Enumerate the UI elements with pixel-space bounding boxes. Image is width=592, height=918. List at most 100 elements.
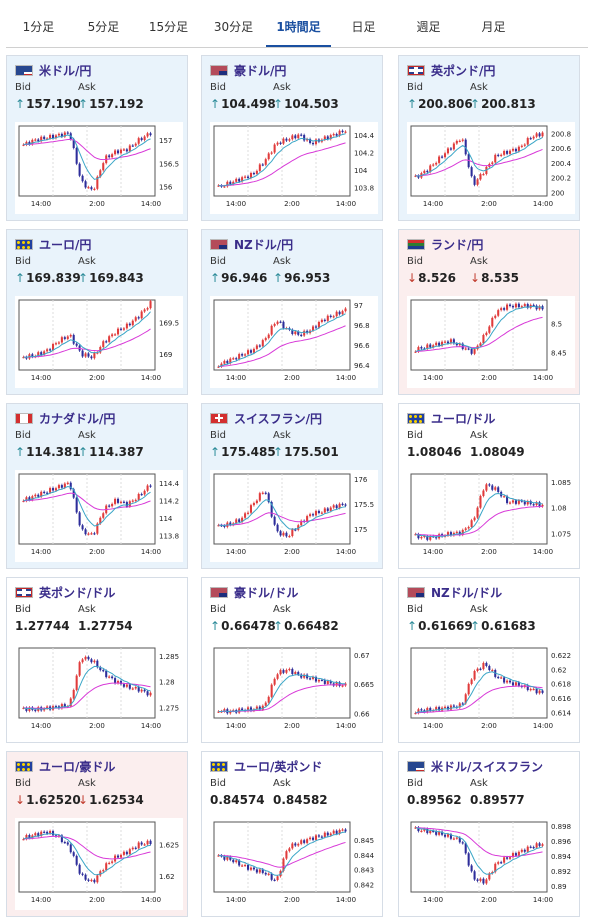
candle	[246, 864, 250, 870]
ask-number: 0.89577	[470, 793, 525, 807]
candle	[449, 834, 452, 839]
candle	[303, 330, 306, 336]
pair-name[interactable]: スイスフラン/円	[234, 411, 323, 426]
mini-chart[interactable]: 97 96.8 96.6 96.4 14:00 2:00 14:00	[210, 296, 378, 388]
pair-name[interactable]: 豪ドル/ドル	[234, 585, 299, 600]
tab-5[interactable]: 日足	[351, 20, 376, 34]
candle	[46, 138, 49, 140]
candle	[75, 855, 78, 865]
candle	[235, 178, 238, 182]
candle	[131, 847, 134, 850]
candle	[429, 165, 432, 173]
rate-card[interactable]: ユーロ/豪ドル Bid ↓1.62520 Ask ↓1.62534 1.625 1.62 14…	[6, 751, 188, 917]
mini-chart[interactable]: 1.625 1.62 14:00 2:00 14:00	[15, 818, 183, 910]
mini-chart[interactable]: 176 175.5 175 14:00 2:00 14:00	[210, 470, 378, 562]
tab-3[interactable]: 30分足	[213, 20, 254, 34]
rate-card[interactable]: 英ポンド/円 Bid ↑200.806 Ask ↑200.813 200.8 200.6 20…	[398, 55, 580, 221]
rate-card[interactable]: スイスフラン/円 Bid ↑175.485 Ask ↑175.501 176 175.5 17…	[201, 403, 383, 569]
mini-chart[interactable]: 1.285 1.28 1.275 14:00 2:00 14:00	[15, 644, 183, 736]
pair-name[interactable]: NZドル/円	[234, 237, 294, 252]
candle	[414, 534, 417, 536]
candle	[482, 174, 485, 176]
ask-label: Ask	[470, 604, 488, 615]
rate-card[interactable]: カナダドル/円 Bid ↑114.381 Ask ↑114.387 114.4 114.2 1…	[6, 403, 188, 569]
plot-frame	[18, 821, 156, 893]
mini-chart[interactable]: 104.4 104.2 104 103.8 14:00 2:00 14:00	[210, 122, 378, 214]
pair-name[interactable]: ランド/円	[431, 237, 484, 252]
plot-frame	[18, 299, 156, 371]
candle	[246, 176, 250, 178]
candle	[241, 177, 244, 182]
tab-0[interactable]: 1分足	[22, 20, 55, 34]
candle	[446, 834, 450, 837]
card-title: ユーロ/英ポンド	[210, 758, 322, 774]
moving-average-short	[218, 133, 346, 187]
rate-card[interactable]: ユーロ/ドル Bid 1.08046 Ask 1.08049 1.085 1.08 1.075…	[398, 403, 580, 569]
pair-name[interactable]: 豪ドル/円	[234, 63, 287, 78]
pair-name[interactable]: ユーロ/豪ドル	[39, 759, 116, 774]
ask-label: Ask	[78, 82, 96, 93]
mini-chart[interactable]: 114.4 114.2 114 113.8 14:00 2:00 14:00	[15, 470, 183, 562]
candle	[255, 345, 258, 349]
candle	[114, 334, 117, 336]
tab-4[interactable]: 1時間足	[266, 10, 331, 47]
candle	[326, 508, 329, 511]
rate-card[interactable]: ランド/円 Bid ↓8.526 Ask ↓8.535 8.5 8.45 14:00 2:00 1…	[398, 229, 580, 395]
candle	[485, 332, 488, 335]
ask-value: 1.27754	[78, 619, 133, 633]
pair-name[interactable]: 英ポンド/円	[431, 63, 496, 78]
mini-chart[interactable]: 1.085 1.08 1.075 14:00 2:00 14:00	[407, 470, 575, 562]
candle	[249, 350, 253, 353]
bid-value: ↑114.381	[15, 445, 81, 459]
pair-name[interactable]: 英ポンド/ドル	[39, 585, 116, 600]
candle	[90, 356, 93, 359]
tab-7[interactable]: 月足	[481, 20, 506, 34]
candlestick-chart: 176 175.5 175 14:00 2:00 14:00	[213, 473, 374, 556]
candle	[423, 828, 426, 831]
candle	[506, 857, 509, 859]
pair-name[interactable]: 米ドル/スイスフラン	[431, 759, 544, 774]
candle	[93, 352, 96, 359]
mini-chart[interactable]: 200.8 200.6 200.4 200.2 200 14:00 2:00 14:00	[407, 122, 575, 214]
candle	[467, 683, 470, 695]
rate-card[interactable]: NZドル/円 Bid ↑96.946 Ask ↑96.953 97 96.8 96.6 96.4…	[201, 229, 383, 395]
tab-6[interactable]: 週足	[416, 20, 441, 34]
rate-card[interactable]: 豪ドル/円 Bid ↑104.498 Ask ↑104.503 104.4 104.2 104…	[201, 55, 383, 221]
pair-name[interactable]: ユーロ/英ポンド	[234, 759, 323, 774]
candle	[494, 315, 497, 318]
mini-chart[interactable]: 157 156.5 156 14:00 2:00 14:00	[15, 122, 183, 214]
tab-2[interactable]: 15分足	[148, 20, 189, 34]
candle	[338, 130, 341, 136]
candle	[523, 304, 526, 307]
mini-chart[interactable]: 0.67 0.665 0.66 14:00 2:00 14:00	[210, 644, 378, 736]
candlestick-chart: 157 156.5 156 14:00 2:00 14:00	[18, 125, 179, 208]
ask-number: 175.501	[284, 445, 339, 459]
candle	[282, 532, 285, 536]
rate-card[interactable]: ユーロ/英ポンド Bid 0.84574 Ask 0.84582 0.845 0.844 0.…	[201, 751, 383, 917]
candle	[529, 688, 532, 691]
rate-card[interactable]: 英ポンド/ドル Bid 1.27744 Ask 1.27754 1.285 1.28 1.27…	[6, 577, 188, 743]
mini-chart[interactable]: 0.622 0.62 0.618 0.616 0.614 14:00 2:00 14:00	[407, 644, 575, 736]
rate-card[interactable]: 豪ドル/ドル Bid ↑0.66478 Ask ↑0.66482 0.67 0.665 0.6…	[201, 577, 383, 743]
pair-name[interactable]: カナダドル/円	[39, 411, 116, 426]
mini-chart[interactable]: 0.898 0.896 0.894 0.892 0.89 14:00 2:00 14:00	[407, 818, 575, 910]
pair-name[interactable]: ユーロ/円	[39, 237, 92, 252]
pair-name[interactable]: 米ドル/円	[39, 63, 92, 78]
candle	[25, 835, 28, 840]
candle	[482, 878, 485, 884]
candle	[332, 505, 335, 508]
pair-name[interactable]: ユーロ/ドル	[431, 411, 496, 426]
mini-chart[interactable]: 8.5 8.45 14:00 2:00 14:00	[407, 296, 575, 388]
bid-number: 1.08046	[407, 445, 462, 459]
tab-1[interactable]: 5分足	[87, 20, 120, 34]
candle	[446, 706, 450, 710]
candle	[426, 828, 429, 834]
candle	[294, 843, 297, 846]
mini-chart[interactable]: 169.5 169 14:00 2:00 14:00	[15, 296, 183, 388]
rate-card[interactable]: 米ドル/円 Bid ↑157.190 Ask ↑157.192 157 156.5 156 14…	[6, 55, 188, 221]
rate-card[interactable]: ユーロ/円 Bid ↑169.839 Ask ↑169.843 169.5 169 14:00…	[6, 229, 188, 395]
rate-card[interactable]: 米ドル/スイスフラン Bid 0.89562 Ask 0.89577 0.898 0.896…	[398, 751, 580, 917]
rate-card[interactable]: NZドル/ドル Bid ↑0.61669 Ask ↑0.61683 0.622 0.62 0.…	[398, 577, 580, 743]
mini-chart[interactable]: 0.845 0.844 0.843 0.842 14:00 2:00 14:00	[210, 818, 378, 910]
pair-name[interactable]: NZドル/ドル	[431, 585, 503, 600]
